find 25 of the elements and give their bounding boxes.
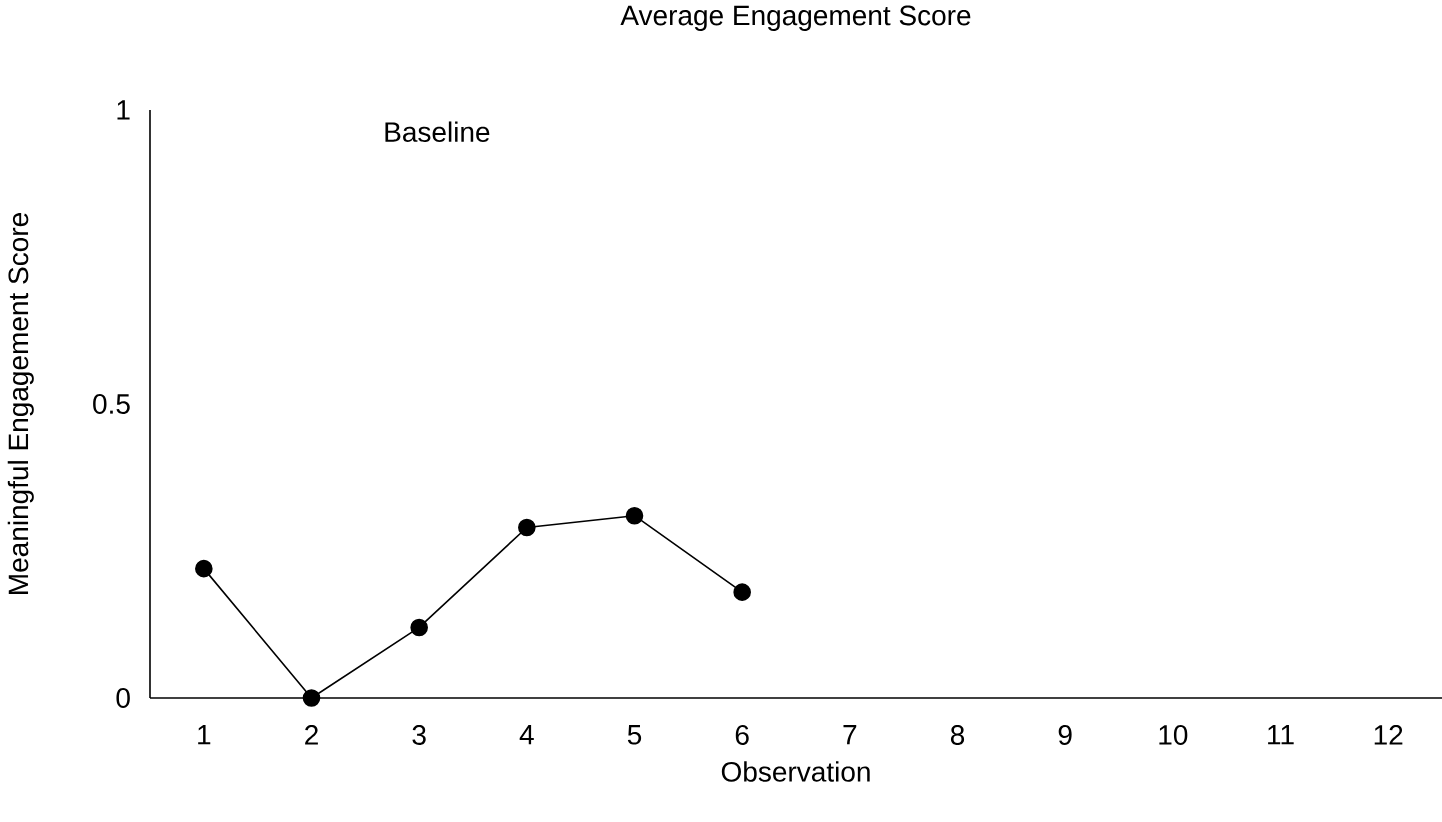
annotation: Baseline bbox=[385, 121, 490, 143]
y-tick-label: 1 bbox=[117, 100, 130, 120]
x-tick-label: 4 bbox=[519, 725, 534, 745]
x-tick-label: 9 bbox=[1058, 725, 1072, 745]
point bbox=[195, 559, 213, 578]
point bbox=[518, 518, 536, 537]
point bbox=[625, 506, 644, 525]
x-axis-title: Observation bbox=[721, 761, 870, 782]
x-tick-label: 12 bbox=[1374, 725, 1403, 745]
x-tick-label: 6 bbox=[735, 725, 749, 745]
chart-title: Average Engagement Score bbox=[620, 5, 971, 31]
point bbox=[733, 583, 751, 601]
x-tick-label: 2 bbox=[305, 725, 318, 745]
x-tick-label: 10 bbox=[1159, 725, 1188, 745]
y-tick-label: 0.5 bbox=[93, 394, 130, 414]
point bbox=[410, 618, 428, 637]
x-tick-label: 8 bbox=[950, 725, 965, 745]
y-axis-title: Meaningful Engagement Score bbox=[7, 213, 34, 594]
x-tick-label: 1 bbox=[198, 725, 211, 745]
x-tick-label: 11 bbox=[1268, 725, 1294, 745]
y-tick-label: 0 bbox=[116, 688, 130, 708]
point bbox=[302, 689, 321, 707]
x-tick-label: 3 bbox=[412, 725, 426, 745]
x-tick-label: 5 bbox=[627, 725, 642, 745]
x-tick-label: 7 bbox=[843, 725, 857, 745]
